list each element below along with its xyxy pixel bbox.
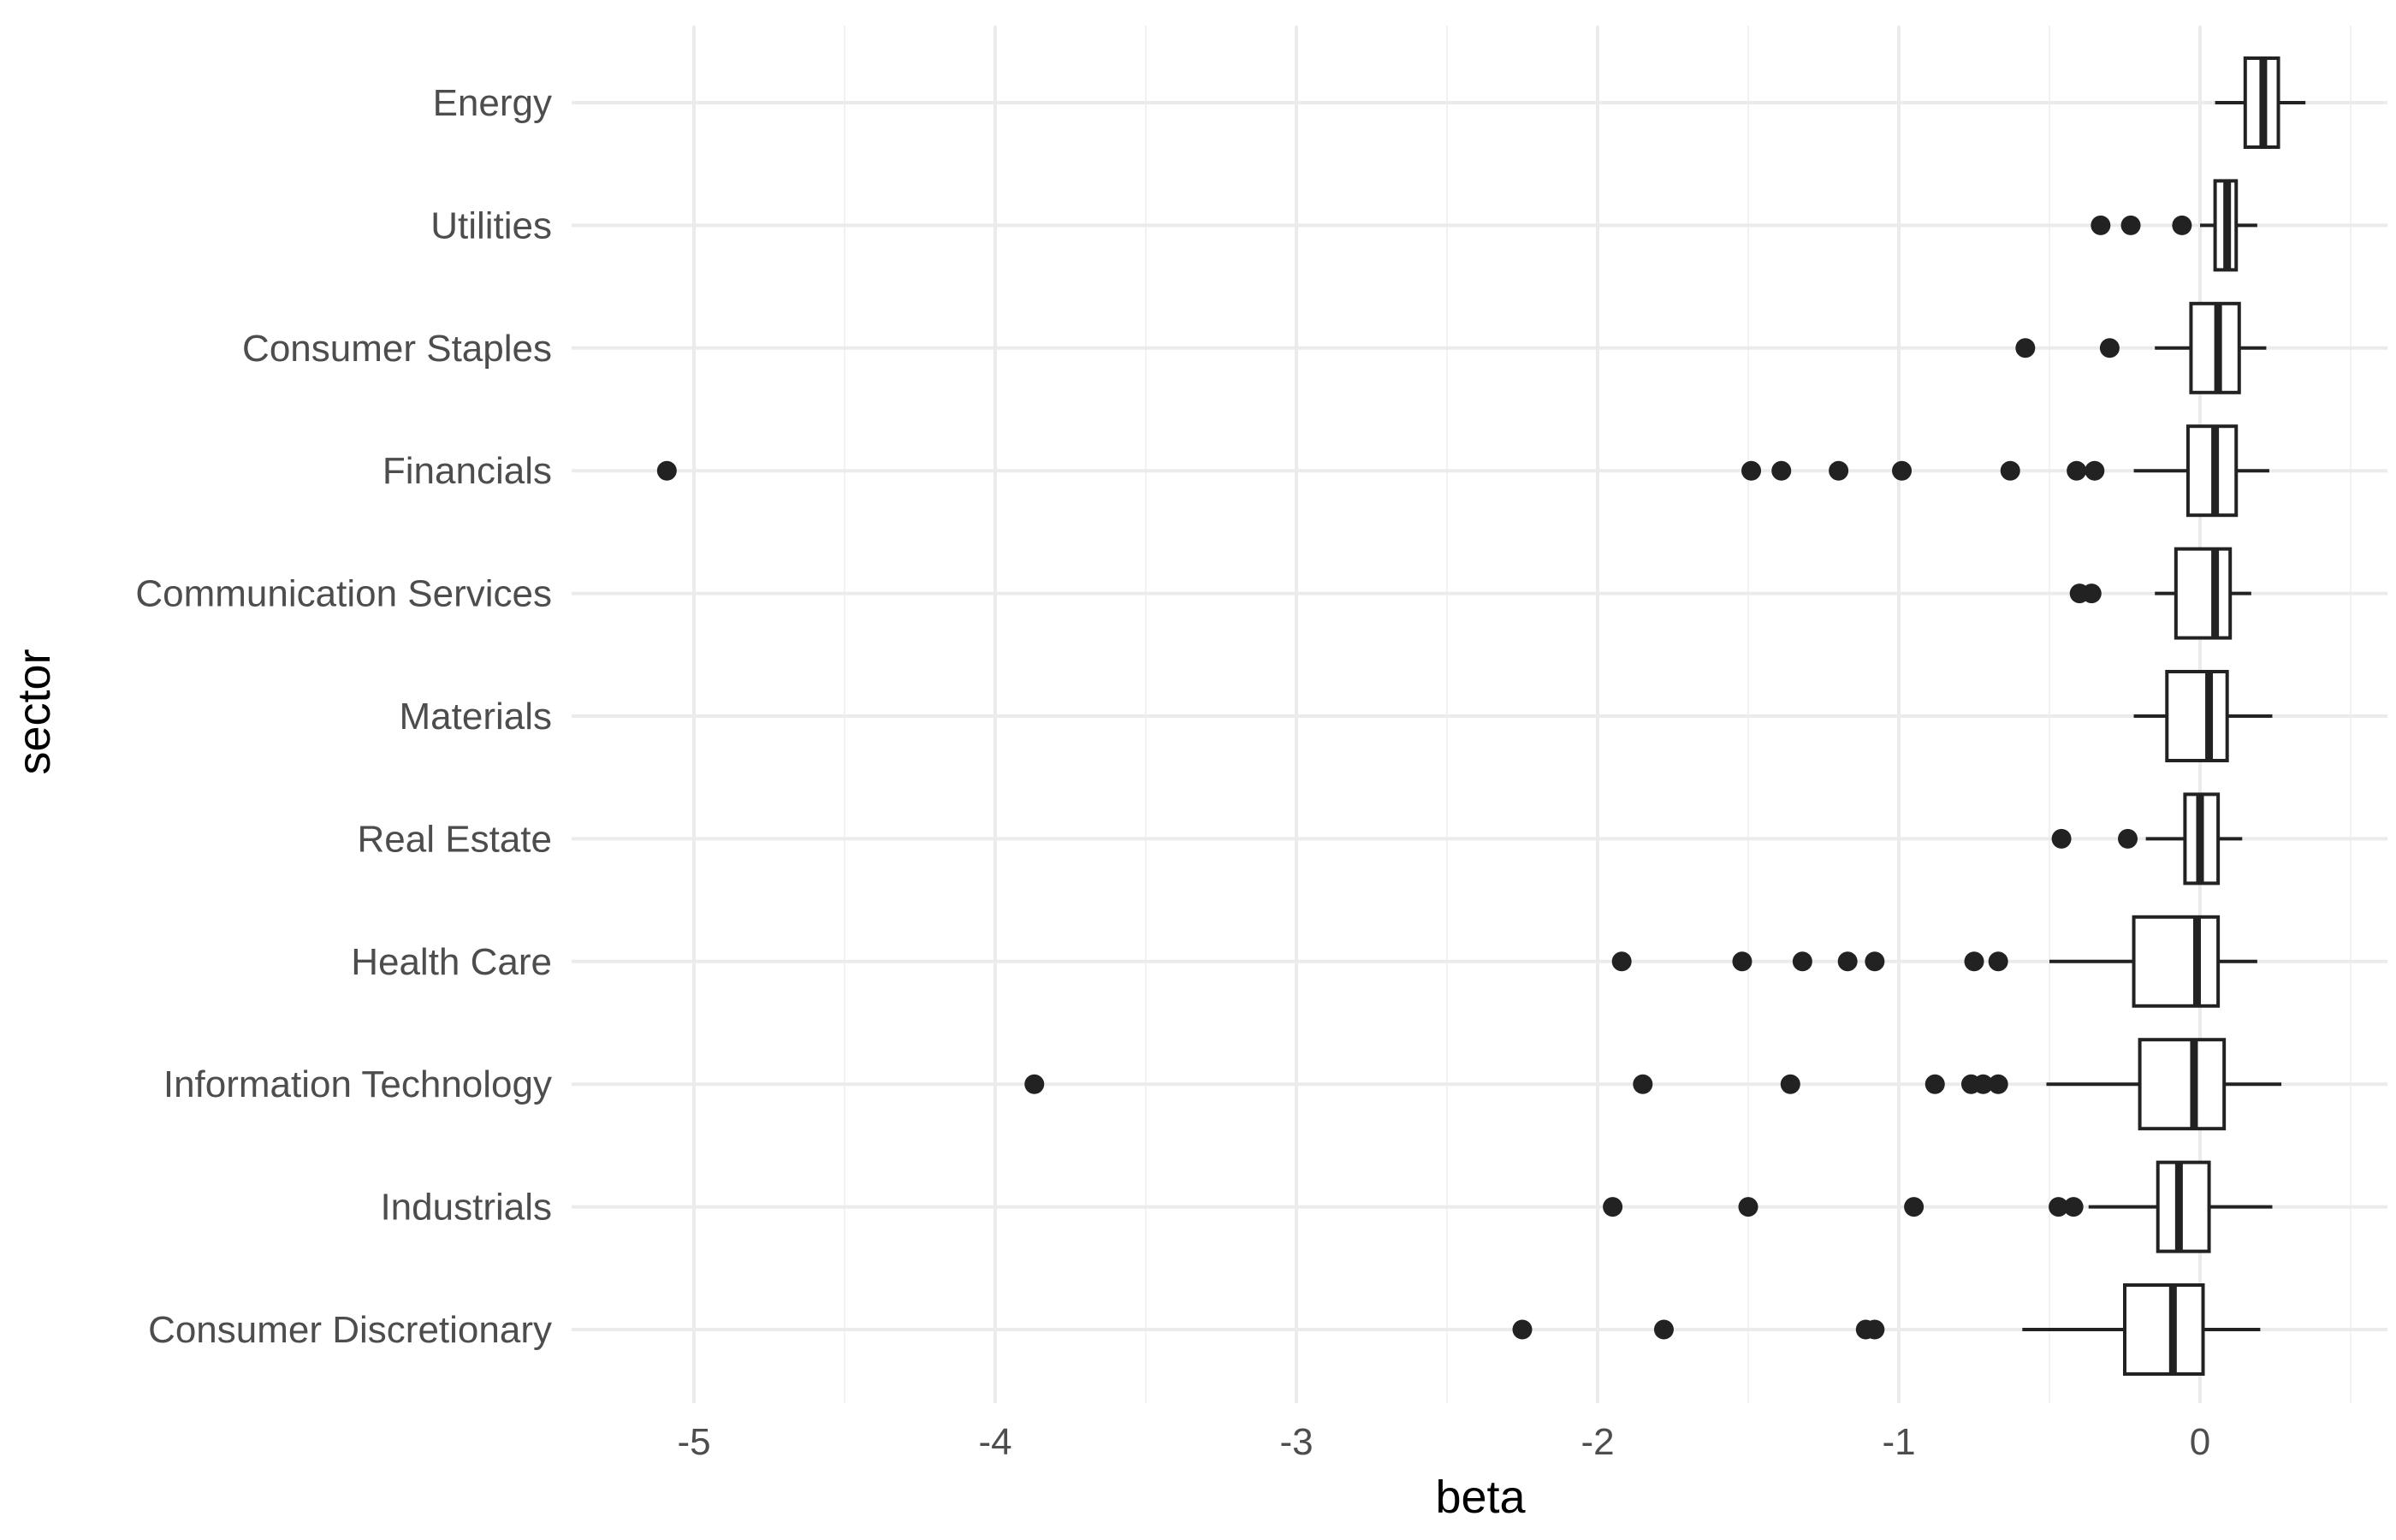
y-tick-label: Utilities — [430, 204, 552, 246]
outlier-point — [1603, 1197, 1623, 1217]
x-tick-label: -5 — [677, 1421, 710, 1463]
outlier-point — [2049, 1197, 2069, 1217]
y-tick-label: Real Estate — [358, 818, 552, 860]
y-tick-label: Information Technology — [163, 1063, 552, 1105]
box — [2174, 547, 2233, 640]
outlier-point — [1865, 951, 1885, 972]
outlier-point — [1925, 1074, 1945, 1094]
outlier-point — [1904, 1197, 1925, 1217]
x-tick-label: -2 — [1581, 1421, 1614, 1463]
outlier-point — [2000, 460, 2020, 481]
y-tick-label: Consumer Staples — [242, 328, 552, 370]
outlier-point — [1865, 1319, 1885, 1340]
y-tick-labels: Energy Utilities Consumer Staples Financial… — [135, 82, 552, 1351]
outlier-point — [1829, 460, 1849, 481]
box-group — [2051, 792, 2243, 886]
marks-layer — [656, 56, 2306, 1376]
grid-layer — [572, 26, 2387, 1403]
outlier-point — [2172, 215, 2192, 235]
box-group — [2091, 179, 2257, 272]
box — [2123, 1283, 2205, 1376]
y-tick-label: Health Care — [351, 941, 552, 983]
box-group — [1611, 915, 2257, 1008]
outlier-point — [1988, 1074, 2008, 1094]
box-group — [1512, 1283, 2261, 1376]
outlier-point — [1611, 951, 1632, 972]
box — [2138, 1038, 2227, 1131]
x-tick-label: -1 — [1882, 1421, 1915, 1463]
x-axis-title: beta — [1435, 1472, 1526, 1523]
outlier-point — [1780, 1074, 1800, 1094]
outlier-point — [1512, 1319, 1533, 1340]
outlier-point — [1964, 951, 1984, 972]
outlier-point — [2085, 460, 2105, 481]
y-tick-label: Materials — [400, 696, 553, 737]
box-group — [2069, 547, 2251, 640]
outlier-point — [2015, 338, 2036, 358]
outlier-point — [2067, 460, 2087, 481]
box — [2165, 670, 2229, 762]
box — [2132, 915, 2221, 1008]
y-axis-title: sector — [9, 649, 60, 774]
outlier-point — [1024, 1074, 1045, 1094]
x-tick-labels: -5 -4 -3 -2 -1 0 — [677, 1421, 2210, 1463]
y-tick-label: Industrials — [380, 1187, 552, 1229]
outlier-point — [2099, 338, 2120, 358]
box-group — [2015, 301, 2267, 394]
outlier-point — [2081, 583, 2102, 604]
outlier-point — [1837, 951, 1858, 972]
outlier-point — [1741, 460, 1762, 481]
outlier-point — [1892, 460, 1913, 481]
y-tick-label: Communication Services — [135, 573, 552, 615]
outlier-point — [2120, 215, 2141, 235]
box-group — [656, 424, 2269, 518]
outlier-point — [656, 460, 677, 481]
outlier-point — [1732, 951, 1753, 972]
x-tick-label: -4 — [978, 1421, 1011, 1463]
y-tick-label: Energy — [433, 82, 552, 124]
outlier-point — [2118, 828, 2138, 849]
y-tick-label: Consumer Discretionary — [148, 1309, 552, 1351]
box-group — [2133, 670, 2273, 762]
x-tick-label: -3 — [1279, 1421, 1313, 1463]
box-group — [2215, 56, 2306, 149]
x-tick-label: 0 — [2190, 1421, 2210, 1463]
box-group — [1024, 1038, 2282, 1131]
outlier-point — [1988, 951, 2008, 972]
y-tick-label: Financials — [383, 450, 552, 492]
box-group — [1603, 1160, 2273, 1253]
outlier-point — [2051, 828, 2072, 849]
outlier-point — [2063, 1197, 2084, 1217]
outlier-point — [1633, 1074, 1653, 1094]
outlier-point — [1738, 1197, 1758, 1217]
outlier-point — [2091, 215, 2111, 235]
outlier-point — [1973, 1074, 1994, 1094]
outlier-point — [1792, 951, 1812, 972]
outlier-point — [1771, 460, 1792, 481]
outlier-point — [1653, 1319, 1674, 1340]
box — [2156, 1160, 2211, 1253]
